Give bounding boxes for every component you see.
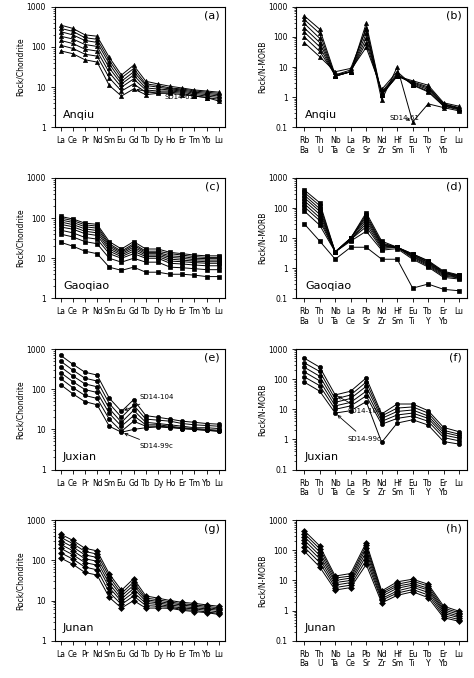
Text: SD14-104: SD14-104 (338, 397, 382, 414)
Text: Gaoqiao: Gaoqiao (63, 281, 109, 292)
Text: (f): (f) (449, 353, 462, 363)
Y-axis label: Rock/N-MORB: Rock/N-MORB (258, 212, 267, 264)
Text: SD14-99c: SD14-99c (125, 433, 173, 450)
Y-axis label: Rock/N-MORB: Rock/N-MORB (258, 383, 267, 435)
Text: (e): (e) (204, 353, 220, 363)
Text: Anqiu: Anqiu (305, 110, 337, 120)
Y-axis label: Rock/Chondrite: Rock/Chondrite (16, 38, 25, 96)
Y-axis label: Rock/N-MORB: Rock/N-MORB (258, 554, 267, 607)
Text: SD14-104: SD14-104 (125, 395, 174, 410)
Text: Juxian: Juxian (305, 452, 339, 462)
Text: (h): (h) (446, 524, 462, 534)
Y-axis label: Rock/Chondrite: Rock/Chondrite (16, 551, 25, 610)
Text: (b): (b) (446, 10, 462, 20)
Y-axis label: Rock/Chondrite: Rock/Chondrite (16, 380, 25, 439)
Text: (d): (d) (446, 182, 462, 191)
Text: Junan: Junan (63, 624, 94, 633)
Text: Gaoqiao: Gaoqiao (305, 281, 351, 292)
Text: SD14-61: SD14-61 (390, 115, 419, 121)
Text: Juxian: Juxian (63, 452, 97, 462)
Text: Anqiu: Anqiu (63, 110, 95, 120)
Y-axis label: Rock/Chondrite: Rock/Chondrite (16, 209, 25, 268)
Text: SD14-61: SD14-61 (137, 89, 194, 100)
Text: (a): (a) (204, 10, 220, 20)
Y-axis label: Rock/N-MORB: Rock/N-MORB (258, 41, 267, 94)
Text: (g): (g) (204, 524, 220, 534)
Text: SD14-99c: SD14-99c (338, 416, 382, 442)
Text: Junan: Junan (305, 624, 337, 633)
Text: (c): (c) (205, 182, 220, 191)
